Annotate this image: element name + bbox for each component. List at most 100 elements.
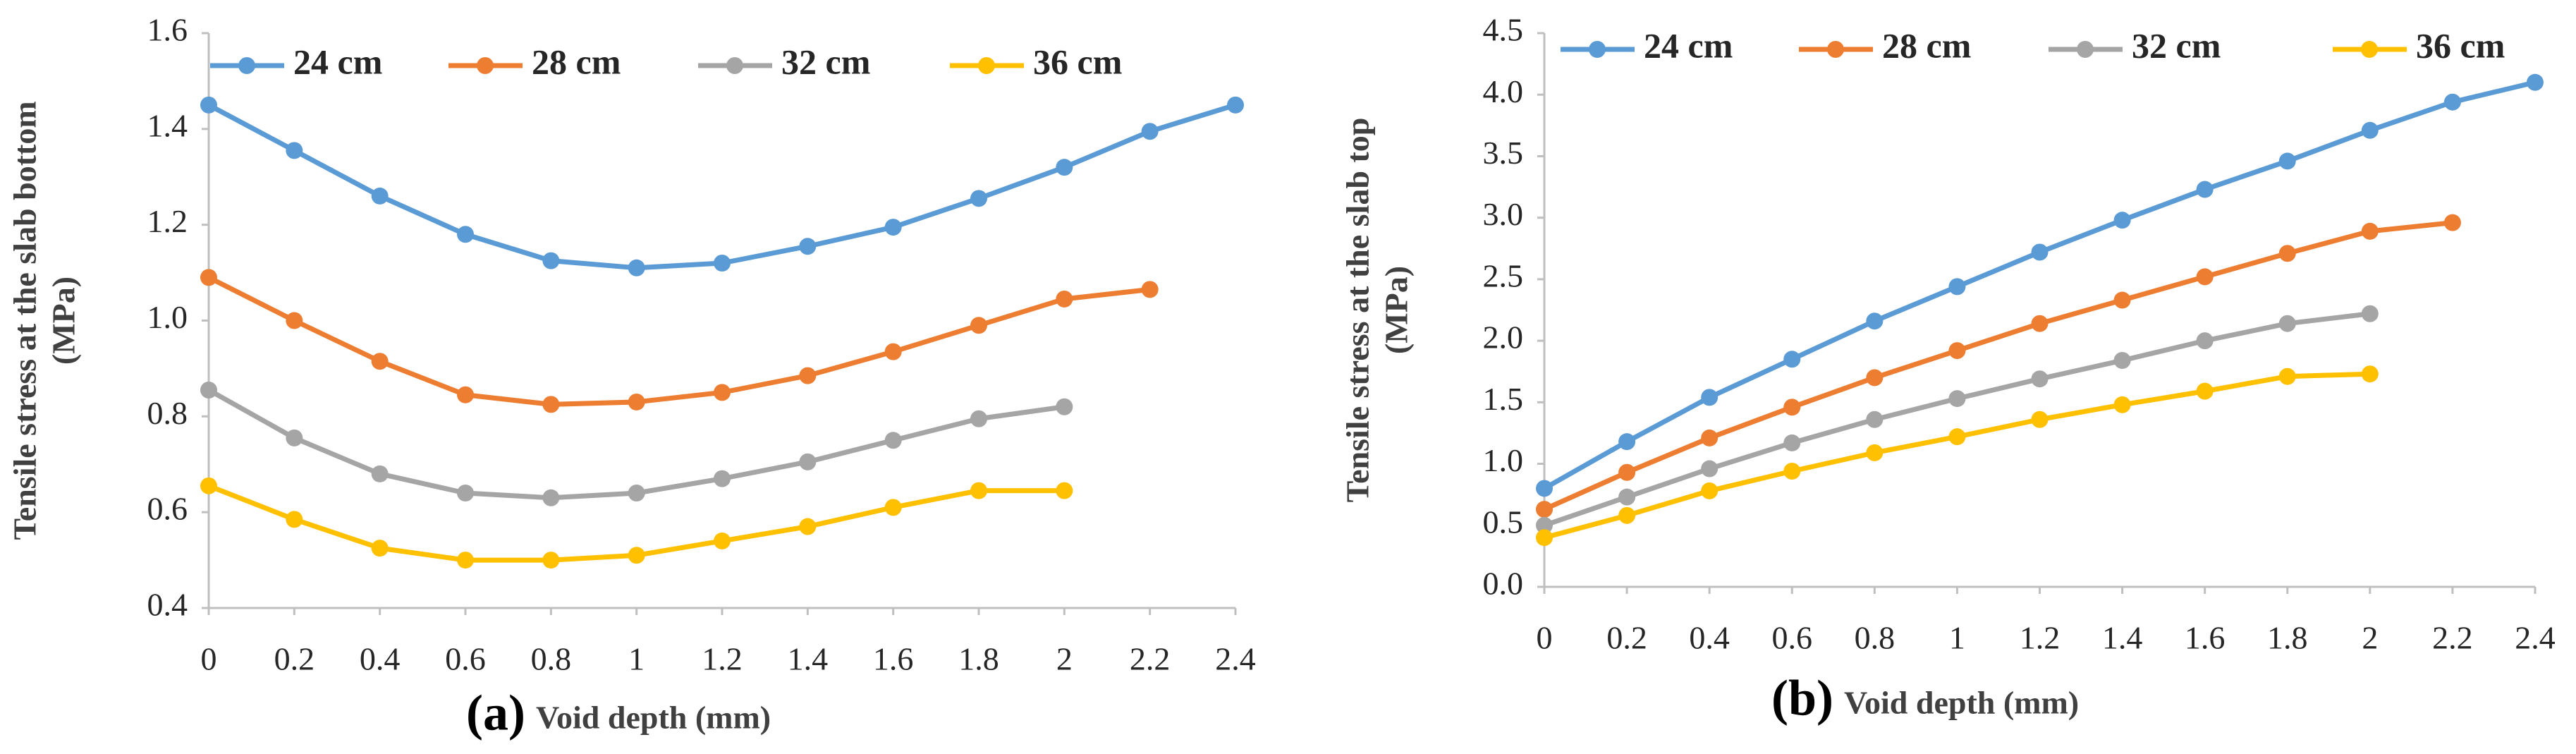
data-point xyxy=(1618,433,1636,451)
data-point xyxy=(2278,245,2296,262)
data-point xyxy=(884,432,902,449)
data-point xyxy=(714,532,731,549)
y-tick-label: 0.4 xyxy=(147,587,188,623)
data-point xyxy=(2031,315,2049,332)
panel-label: (a) xyxy=(466,685,525,741)
x-tick-label: 2.4 xyxy=(1215,641,1256,677)
data-point xyxy=(1141,123,1159,140)
data-point xyxy=(1701,389,1719,406)
legend-label: 24 cm xyxy=(293,42,382,81)
data-point xyxy=(1948,390,1966,408)
data-point xyxy=(2278,152,2296,170)
data-point xyxy=(286,511,303,528)
data-point xyxy=(1783,351,1801,368)
x-tick-label: 1.6 xyxy=(2185,620,2226,656)
x-tick-label: 1.8 xyxy=(958,641,999,677)
legend-marker xyxy=(1589,41,1606,58)
data-point xyxy=(1056,159,1073,176)
x-tick-label: 0.6 xyxy=(1772,620,1813,656)
data-point xyxy=(1618,506,1636,524)
data-point xyxy=(2113,352,2131,370)
data-point xyxy=(200,269,217,286)
data-point xyxy=(542,252,560,269)
data-point xyxy=(884,499,902,516)
x-tick-label: 0.2 xyxy=(1606,620,1647,656)
y-tick-label: 3.5 xyxy=(1483,135,1524,171)
data-point xyxy=(286,429,303,446)
data-point xyxy=(799,453,817,470)
data-point xyxy=(2361,305,2379,322)
legend-marker xyxy=(978,57,995,74)
data-point xyxy=(1536,480,1553,497)
data-point xyxy=(1783,434,1801,451)
data-point xyxy=(970,482,987,499)
y-tick-label: 4.0 xyxy=(1483,73,1524,109)
data-point xyxy=(1056,290,1073,308)
series-line xyxy=(207,275,1151,407)
data-point xyxy=(1056,482,1073,499)
x-tick-label: 0.8 xyxy=(531,641,572,677)
data-point xyxy=(286,142,303,159)
data-point xyxy=(2443,93,2461,111)
data-point xyxy=(970,190,987,207)
x-tick-label: 1.2 xyxy=(702,641,743,677)
x-tick-label: 2 xyxy=(2362,620,2378,656)
data-point xyxy=(1618,463,1636,481)
y-tick-label: 0.6 xyxy=(147,491,188,527)
data-point xyxy=(2196,382,2214,400)
data-point xyxy=(371,465,389,482)
series-line xyxy=(207,102,1237,271)
data-point xyxy=(1948,278,1966,296)
data-point xyxy=(542,396,560,413)
x-tick-label: 2.2 xyxy=(1130,641,1171,677)
data-point xyxy=(200,96,217,114)
legend-marker xyxy=(2361,41,2378,58)
data-point xyxy=(2443,214,2461,231)
data-point xyxy=(1866,369,1884,387)
legend-label: 24 cm xyxy=(1644,25,1733,65)
y-tick-label: 1.0 xyxy=(1483,442,1524,478)
data-point xyxy=(457,226,474,243)
x-axis-label: Void depth (mm) xyxy=(536,700,771,736)
x-tick-label: 1.4 xyxy=(788,641,829,677)
data-point xyxy=(1536,516,1553,534)
data-point xyxy=(628,485,645,501)
data-point xyxy=(2113,291,2131,309)
data-point xyxy=(2278,315,2296,332)
x-axis-label: Void depth (mm) xyxy=(1844,685,2079,721)
y-tick-label: 1.6 xyxy=(147,12,188,48)
data-point xyxy=(1783,399,1801,416)
data-point xyxy=(714,470,731,487)
data-point xyxy=(799,367,817,384)
y-tick-label: 4.5 xyxy=(1483,12,1524,48)
y-tick-label: 0.5 xyxy=(1483,504,1524,540)
data-point xyxy=(2361,222,2379,240)
x-tick-label: 0.8 xyxy=(1855,620,1896,656)
y-axis-label-line: Tensile stress at the slab bottom xyxy=(7,101,43,540)
data-point xyxy=(457,552,474,569)
data-point xyxy=(884,343,902,360)
y-tick-label: 1.5 xyxy=(1483,381,1524,417)
x-tick-label: 1.6 xyxy=(873,641,914,677)
data-point xyxy=(200,477,217,494)
y-axis-label-line: (MPa) xyxy=(46,276,82,365)
x-tick-label: 1.2 xyxy=(2020,620,2061,656)
data-point xyxy=(2113,396,2131,413)
data-point xyxy=(1227,96,1244,114)
data-point xyxy=(1536,501,1553,518)
legend-marker xyxy=(238,57,255,74)
data-point xyxy=(1866,411,1884,428)
y-tick-label: 3.0 xyxy=(1483,196,1524,232)
data-point xyxy=(970,317,987,334)
data-point xyxy=(1948,342,1966,360)
series-line xyxy=(1543,220,2453,512)
data-point xyxy=(371,187,389,205)
x-tick-label: 0.4 xyxy=(1689,620,1730,656)
data-point xyxy=(1866,444,1884,461)
data-point xyxy=(1701,429,1719,446)
data-point xyxy=(2031,243,2049,261)
data-point xyxy=(542,552,560,569)
y-tick-label: 0.8 xyxy=(147,395,188,431)
data-point xyxy=(1701,482,1719,499)
data-point xyxy=(2196,181,2214,198)
